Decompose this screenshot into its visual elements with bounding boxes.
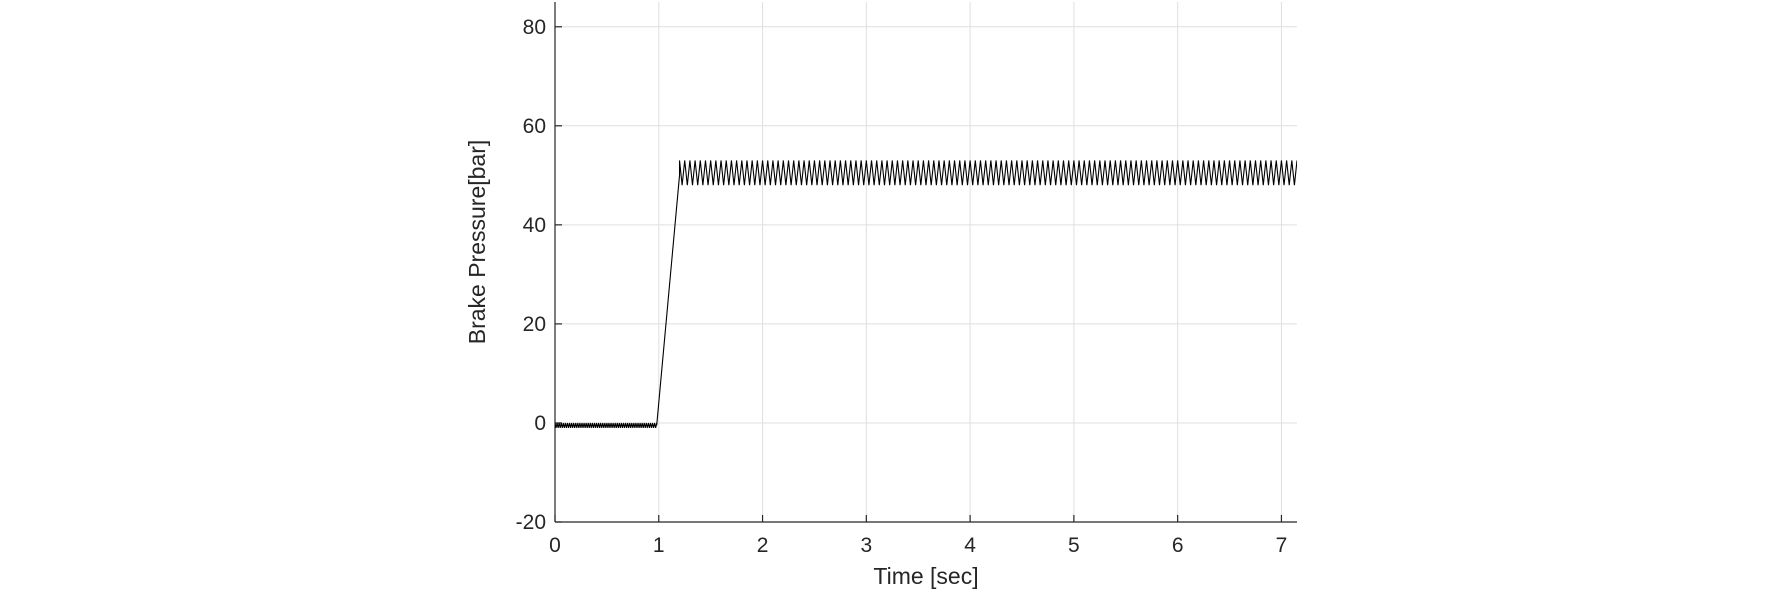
- series-layer: [555, 160, 1297, 429]
- x-axis-label: Time [sec]: [873, 563, 978, 589]
- y-axis-label: Brake Pressure[bar]: [464, 140, 490, 345]
- y-tick-label: 0: [534, 412, 546, 435]
- y-tick-label: 80: [523, 16, 546, 39]
- x-tick-label: 6: [1172, 534, 1184, 557]
- y-tick-label: 40: [523, 214, 546, 237]
- labels: Time [sec] Brake Pressure[bar] 0 1 2 3 4 5 6 7 -…: [464, 16, 1287, 589]
- x-tick-label: 5: [1068, 534, 1080, 557]
- x-tick-label: 3: [860, 534, 872, 557]
- brake-pressure-series-line: [555, 160, 1297, 429]
- axes: [554, 2, 1297, 523]
- x-tick-label: 0: [549, 534, 561, 557]
- y-tick-label: 20: [523, 313, 546, 336]
- grid: [554, 2, 1297, 523]
- y-tick-label: 60: [523, 115, 546, 138]
- x-tick-label: 7: [1276, 534, 1288, 557]
- y-tick-label: -20: [516, 511, 546, 534]
- x-tick-label: 2: [757, 534, 769, 557]
- x-tick-label: 4: [964, 534, 976, 557]
- x-tick-label: 1: [653, 534, 665, 557]
